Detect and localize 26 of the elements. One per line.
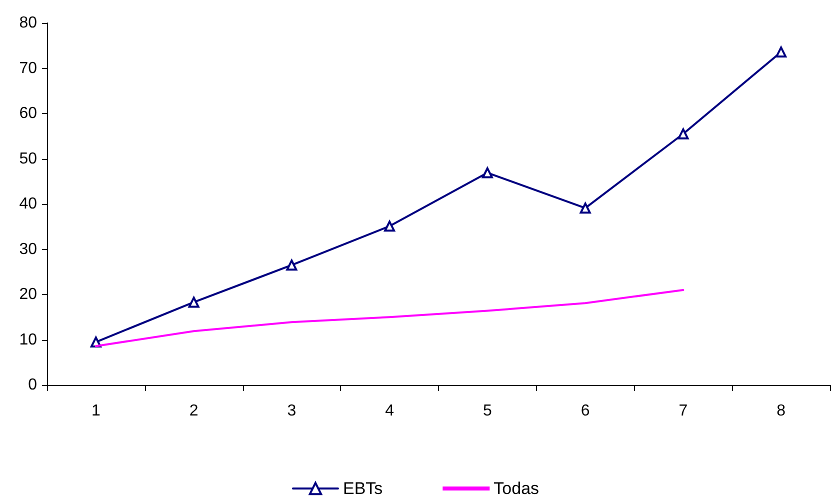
point	[384, 220, 396, 232]
y-tick-label: 10	[19, 331, 38, 348]
x-tick-label: 1	[91, 402, 100, 420]
y-tick-label: 60	[19, 105, 38, 122]
y-tick-label: 70	[19, 60, 38, 77]
x-tick-label: 4	[385, 402, 394, 420]
point	[580, 202, 591, 214]
point	[678, 128, 689, 140]
point	[188, 296, 200, 308]
x-tick-label: 8	[776, 402, 786, 420]
y-tick-label: 40	[19, 196, 38, 212]
y-tick-label: 0	[28, 376, 38, 394]
legend-label: Todas	[494, 479, 540, 498]
y-tick-label: 80	[19, 14, 38, 32]
x-tick-label: 5	[482, 402, 492, 420]
x-tick-label: 3	[287, 402, 296, 420]
point	[776, 46, 787, 58]
legend-label: EBTs	[342, 479, 383, 498]
point	[286, 260, 298, 271]
y-tick-label: 30	[19, 240, 38, 258]
point	[482, 167, 493, 178]
x-tick-label: 7	[678, 402, 688, 420]
x-tick-label: 6	[580, 402, 590, 420]
x-tick-label: 2	[189, 402, 198, 420]
y-tick-label: 50	[19, 150, 38, 168]
y-tick-label: 20	[19, 286, 38, 303]
